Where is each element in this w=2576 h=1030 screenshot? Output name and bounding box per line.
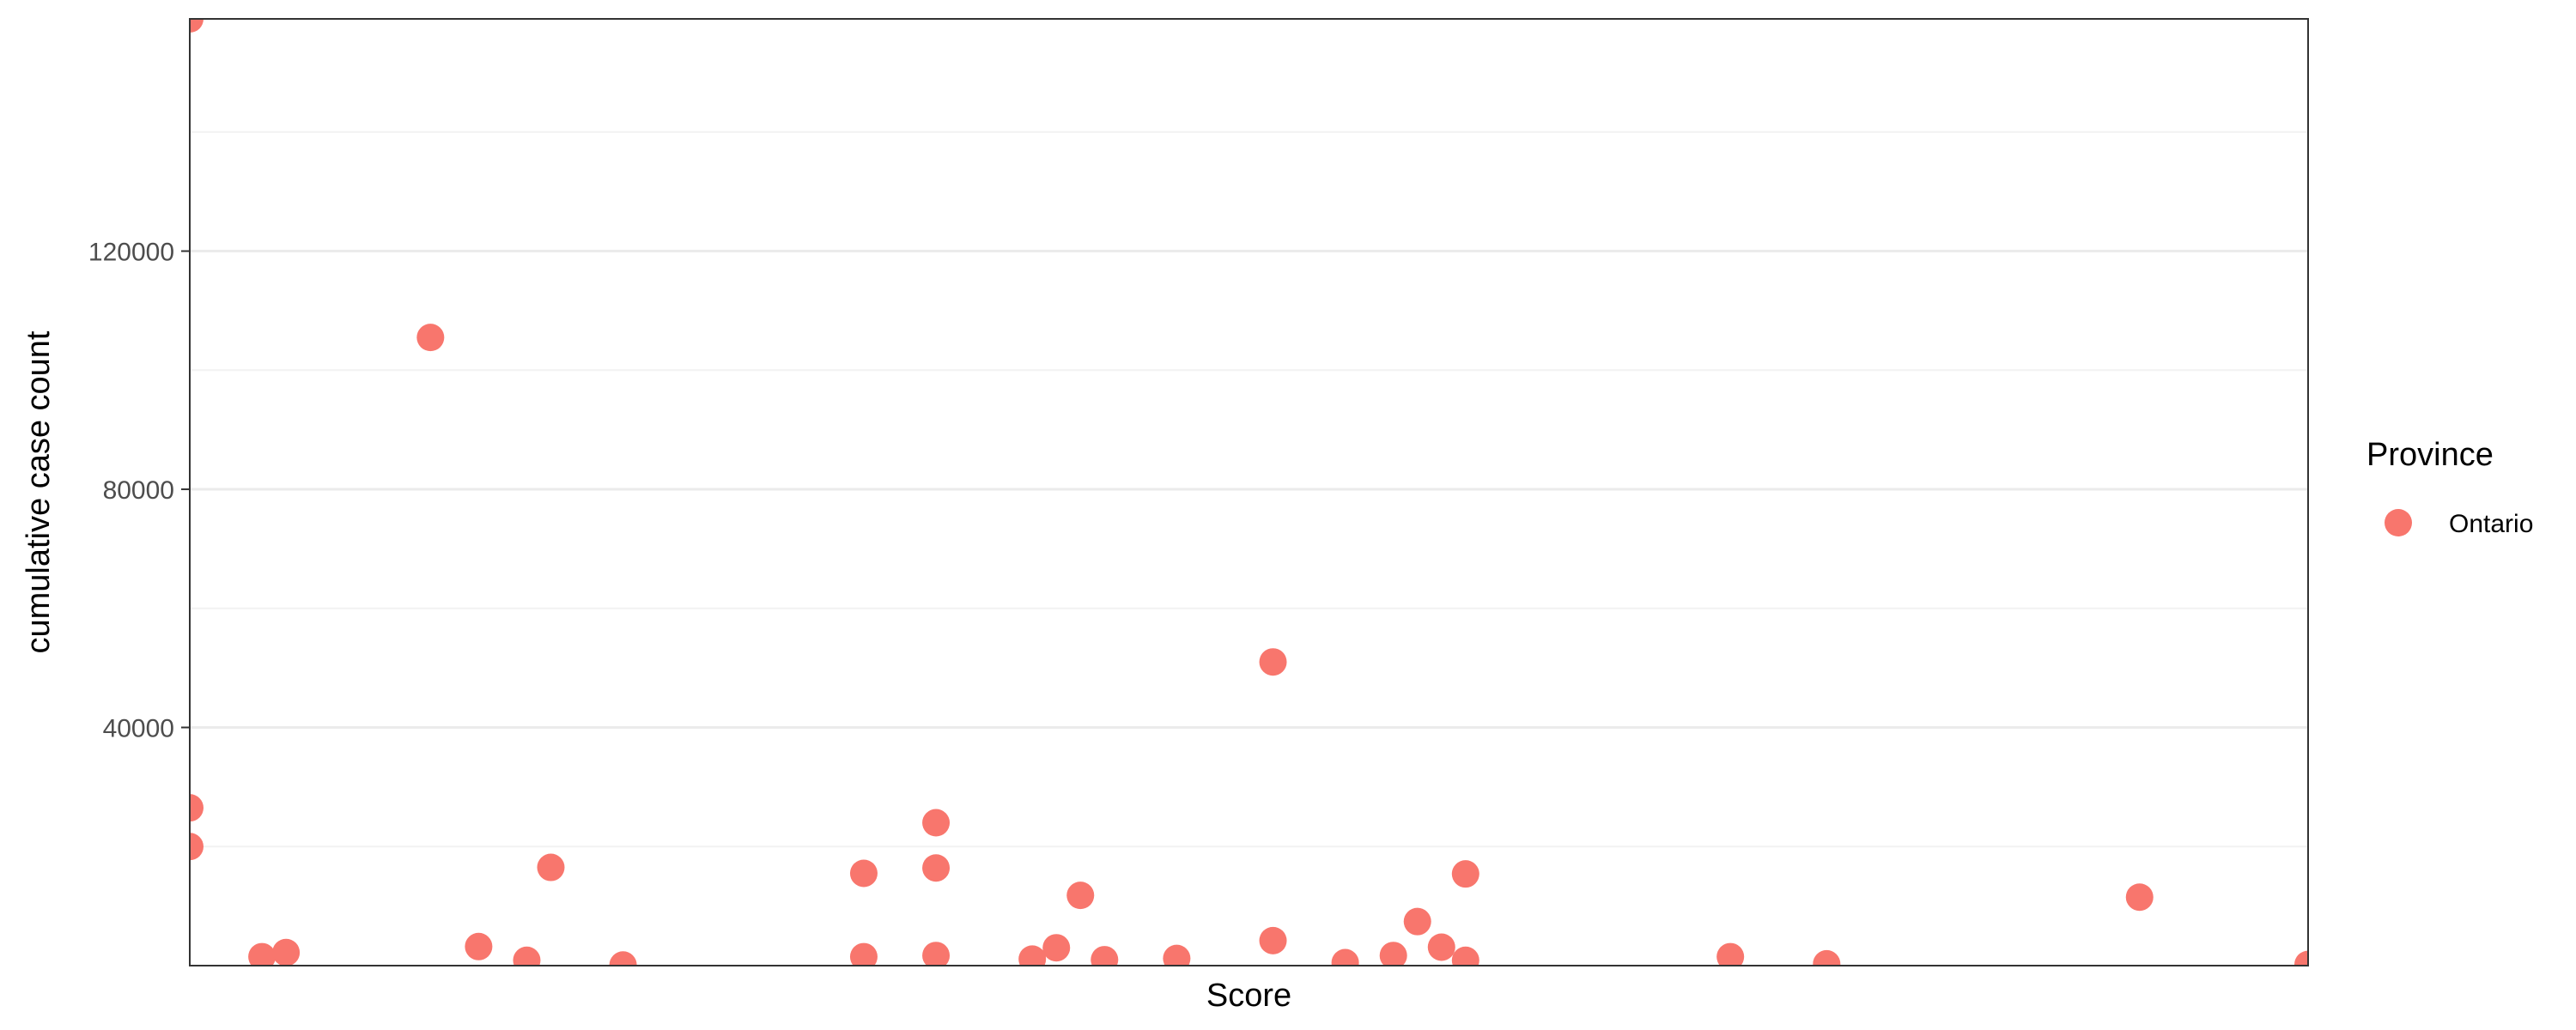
y-tick-label: 80000 [103, 476, 174, 505]
data-point [1427, 933, 1455, 961]
legend-label-ontario: Ontario [2449, 510, 2533, 538]
legend-key-ontario [2385, 509, 2412, 536]
data-point [1163, 944, 1191, 966]
data-point [1379, 942, 1407, 966]
legend-title: Province [2366, 437, 2494, 473]
data-point [1042, 934, 1071, 962]
y-axis-title: cumulative case count [21, 330, 57, 653]
y-tick-label: 40000 [103, 715, 174, 743]
grid-lines [190, 130, 2308, 848]
data-point [1259, 926, 1287, 954]
y-tick-label: 120000 [88, 239, 174, 267]
data-point [922, 854, 951, 882]
data-point [1451, 860, 1479, 888]
data-point [537, 853, 565, 882]
data-point [1091, 946, 1119, 966]
x-axis-title: Score [1206, 978, 1291, 1014]
y-axis: 40000 80000 120000 [88, 239, 190, 743]
data-point [190, 794, 204, 822]
legend: Province Ontario [2366, 437, 2533, 538]
data-point [190, 833, 204, 861]
data-points [190, 19, 2308, 966]
data-point [1018, 945, 1047, 966]
data-point [1451, 946, 1479, 966]
data-point [2294, 950, 2308, 966]
data-point [465, 932, 493, 960]
panel-border [189, 18, 2309, 966]
data-point [1403, 907, 1431, 936]
data-point [1716, 942, 1745, 966]
data-point [922, 942, 951, 966]
data-point [849, 942, 878, 966]
data-point [1331, 948, 1359, 966]
data-point [2125, 883, 2154, 912]
data-point [849, 859, 878, 888]
data-point [416, 324, 445, 352]
data-point [272, 938, 301, 966]
data-point [513, 946, 541, 966]
data-point [248, 942, 276, 966]
data-point [190, 19, 204, 33]
data-point [922, 809, 951, 837]
data-point [1259, 648, 1287, 676]
data-point [609, 951, 637, 966]
data-point [1066, 882, 1095, 910]
data-point [1813, 949, 1841, 966]
